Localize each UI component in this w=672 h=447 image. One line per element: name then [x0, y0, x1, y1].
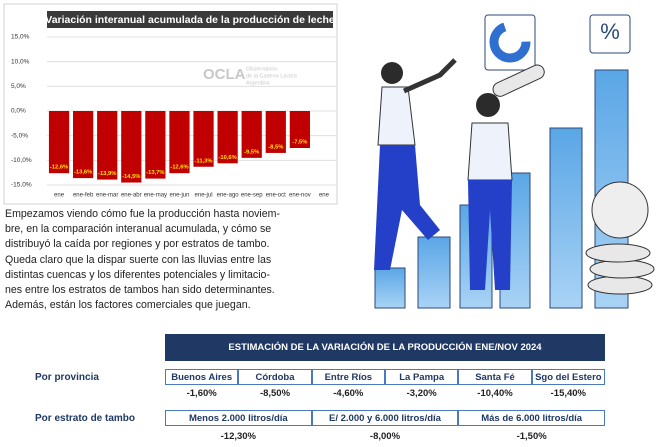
deco-bar: [417, 236, 451, 309]
text-line: distribuyó la caída por regiones y por e…: [5, 238, 270, 251]
cell-value: -3,20%: [406, 388, 437, 399]
percent-icon: [589, 14, 631, 54]
column-header: Más de 6.000 litros/día: [458, 410, 605, 426]
cell-value: -1,50%: [516, 431, 547, 442]
value-label: -13,6%: [74, 170, 92, 176]
text-line: Queda claro que la dispar suerte con las…: [5, 253, 272, 266]
person-body: [467, 122, 513, 181]
watermark: OCLA: [203, 66, 246, 83]
bar: [145, 111, 166, 179]
column-header: Sgo del Estero: [531, 369, 605, 385]
cell-value: -8,50%: [259, 388, 291, 399]
value-label: -8,5%: [268, 144, 283, 150]
coin: [585, 243, 651, 263]
person-head: [381, 62, 403, 84]
row-label: Por estrato de tambo: [35, 413, 136, 424]
bar: [217, 111, 238, 164]
bar: [97, 111, 118, 180]
donut: [489, 21, 531, 63]
y-tick-label: 0,0%: [11, 108, 26, 115]
y-tick-label: 10,0%: [11, 58, 30, 65]
text-line: Empezamos viendo cómo fue la producción …: [5, 208, 280, 220]
x-tick-label: ene-mar: [96, 193, 118, 199]
watermark-sub: Observatorio: [246, 66, 278, 72]
coin: [587, 275, 653, 295]
cell-value: -15,40%: [550, 388, 587, 399]
bar: [289, 111, 310, 148]
person-arm: [402, 58, 457, 94]
cell-value: -4,60%: [333, 388, 364, 399]
x-tick-label: ene: [319, 193, 330, 199]
x-tick-label: ene-abr: [121, 193, 142, 199]
column-header: La Pampa: [385, 369, 459, 385]
x-tick-label: ene: [54, 193, 65, 199]
x-tick-label: ene-ago: [217, 193, 240, 199]
y-tick-label: -15,0%: [11, 182, 32, 189]
bar: [48, 111, 70, 174]
row-label: Por provincia: [35, 372, 99, 383]
coin: [589, 259, 655, 279]
value-label: -9,5%: [244, 149, 259, 155]
value-label: -7,5%: [292, 140, 307, 146]
bar: [73, 111, 94, 179]
deco-bar: [374, 267, 406, 309]
x-tick-label: ene-jun: [169, 193, 189, 199]
x-tick-label: ene-nov: [289, 193, 311, 199]
column-header: Menos 2.000 litros/día: [165, 410, 312, 426]
person-legs: [468, 180, 512, 290]
watermark-sub: Argentina: [246, 80, 270, 86]
x-tick-label: ene-oct: [266, 193, 286, 199]
watermark-sub: de la Cadena Láctea: [246, 73, 298, 79]
value-label: -11,3%: [195, 158, 213, 164]
y-tick-label: -5,0%: [11, 132, 28, 139]
bar: [241, 111, 262, 158]
bar: [193, 111, 214, 167]
cell-value: -12,30%: [220, 431, 257, 442]
chart-title: Variación interanual acumulada de la pro…: [45, 14, 335, 26]
y-tick-label: 5,0%: [11, 83, 26, 90]
cell-value: -1,60%: [186, 388, 217, 399]
value-label: -14,5%: [122, 174, 140, 180]
person-legs: [374, 145, 440, 270]
table-title: ESTIMACIÓN DE LA VARIACIÓN DE LA PRODUCC…: [165, 334, 605, 361]
text-line: distintas cuencas y los diferentes poten…: [5, 268, 270, 281]
column-header: Santa Fé: [458, 369, 532, 385]
title-bar: [47, 11, 333, 28]
column-header: E/ 2.000 y 6.000 litros/día: [311, 410, 459, 426]
value-label: -10,6%: [218, 155, 236, 161]
x-tick-label: ene-jul: [195, 193, 213, 199]
value-label: -12,6%: [50, 165, 68, 171]
person-head: [476, 93, 500, 117]
column-header: Córdoba: [238, 369, 312, 385]
column-header: Buenos Aires: [165, 369, 239, 385]
x-tick-label: ene-feb: [73, 193, 94, 199]
person-body: [377, 86, 416, 146]
text-line: bre, en la comparación interanual acumul…: [5, 223, 272, 236]
bar: [121, 111, 142, 183]
cell-value: -8,00%: [369, 431, 401, 442]
column-header: Entre Ríos: [311, 369, 385, 385]
bar: [265, 111, 286, 153]
x-tick-label: ene-sep: [241, 193, 263, 199]
value-label: -12,6%: [170, 165, 188, 171]
illustration: %: [374, 14, 655, 309]
cell-value: -10,40%: [477, 388, 513, 399]
percent-symbol: %: [600, 19, 620, 44]
coin: [591, 181, 649, 239]
value-label: -13,7%: [146, 170, 164, 176]
y-tick-label: -10,0%: [11, 157, 32, 164]
text-line: Además, están los factores comerciales q…: [5, 299, 251, 312]
paragraph: Empezamos viendo cómo fue la producción …: [5, 207, 335, 313]
bar: [169, 111, 190, 174]
telescope: [492, 64, 545, 97]
text-line: nes entre los estratos de tambos han sid…: [5, 284, 275, 297]
value-label: -13,9%: [98, 171, 116, 177]
chart-frame: [3, 3, 338, 205]
chart: Variación interanual acumulada de la pro…: [3, 3, 338, 205]
deco-bar: [549, 127, 583, 309]
x-tick-label: ene-may: [144, 193, 167, 199]
y-tick-label: 15,0%: [11, 34, 30, 41]
